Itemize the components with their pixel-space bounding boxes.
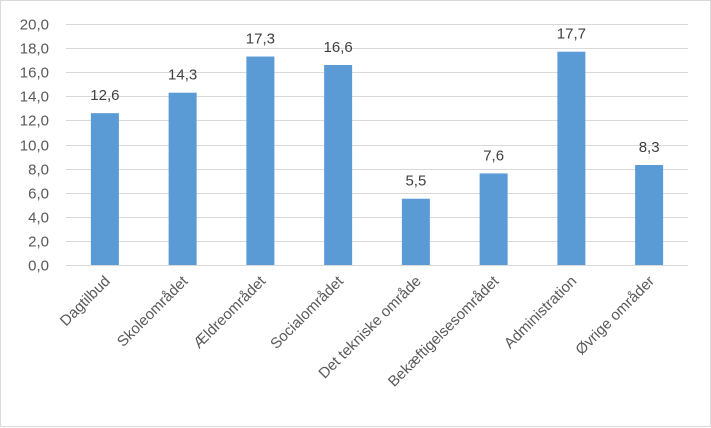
data-label: 16,6 xyxy=(324,39,353,56)
y-tick-label: 6,0 xyxy=(28,186,49,203)
data-label: 8,3 xyxy=(639,139,660,156)
data-label: 12,6 xyxy=(90,87,119,104)
category-label: Administration xyxy=(501,273,580,352)
data-label: 17,3 xyxy=(246,31,275,48)
y-tick-label: 20,0 xyxy=(20,17,49,34)
y-tick-label: 0,0 xyxy=(28,258,49,275)
category-label: Skoleområdet xyxy=(114,272,192,350)
category-label: Øvrige områder xyxy=(572,273,658,359)
bars xyxy=(90,51,664,266)
data-label: 14,3 xyxy=(168,67,197,84)
y-tick-label: 8,0 xyxy=(28,162,49,179)
y-tick-label: 12,0 xyxy=(20,113,49,130)
y-tick-label: 16,0 xyxy=(20,65,49,82)
category-labels: Dagtilbud SkoleområdetÆldreområdetSocialo… xyxy=(57,272,658,390)
bar xyxy=(168,92,197,265)
bar xyxy=(479,173,508,265)
bar xyxy=(324,64,353,265)
y-tick-label: 14,0 xyxy=(20,89,49,106)
bar xyxy=(557,51,586,266)
data-labels: 12,6 14,3 17,3 16,6 5,5 7,6 17,7 8,3 xyxy=(90,26,659,190)
category-label: Dagtilbud xyxy=(57,273,114,330)
bar xyxy=(635,164,664,265)
y-tick-label: 2,0 xyxy=(28,234,49,251)
bar xyxy=(401,198,430,265)
bar xyxy=(90,113,119,265)
data-label: 17,7 xyxy=(557,26,586,43)
bar xyxy=(246,56,275,265)
data-label: 5,5 xyxy=(405,173,426,190)
gridlines xyxy=(66,24,688,266)
data-label: 7,6 xyxy=(483,147,504,164)
category-label: Ældreområdet xyxy=(190,272,270,352)
y-axis-tick-labels: 0,0 2,0 4,0 6,0 8,0 10,0 12,0 14,0 16,0 18,0 20,0 xyxy=(20,17,49,275)
y-tick-label: 18,0 xyxy=(20,41,49,58)
y-tick-label: 4,0 xyxy=(28,210,49,227)
category-label: Socialområdet xyxy=(267,272,347,352)
y-tick-label: 10,0 xyxy=(20,138,49,155)
